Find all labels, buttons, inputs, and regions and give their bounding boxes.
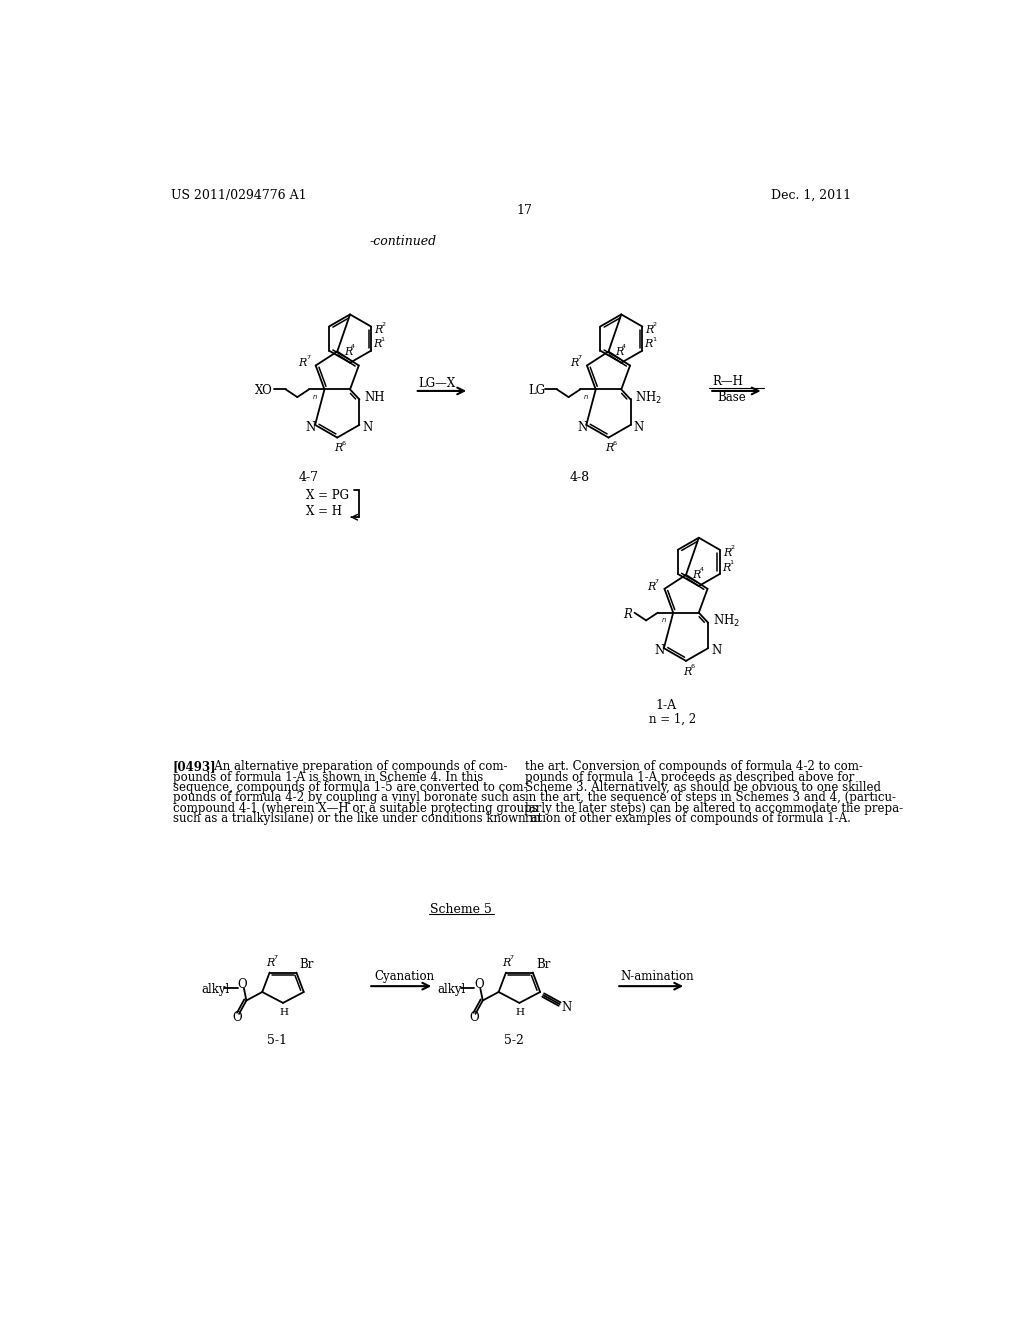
Text: R: R <box>683 667 691 677</box>
Text: R: R <box>344 347 352 356</box>
Text: NH$_2$: NH$_2$ <box>713 614 740 630</box>
Text: compound 4-1 (wherein X—H or a suitable protecting groups: compound 4-1 (wherein X—H or a suitable … <box>173 801 538 814</box>
Text: R: R <box>615 347 624 356</box>
Text: $^2$: $^2$ <box>381 321 387 330</box>
Text: $^7$: $^7$ <box>272 954 279 964</box>
Text: 4-7: 4-7 <box>299 471 318 484</box>
Text: N: N <box>634 421 644 434</box>
Text: such as a trialkylsilane) or the like under conditions known in: such as a trialkylsilane) or the like un… <box>173 812 541 825</box>
Text: Scheme 3. Alternatively, as should be obvious to one skilled: Scheme 3. Alternatively, as should be ob… <box>524 781 881 795</box>
Text: $^4$: $^4$ <box>350 343 355 352</box>
Text: 1-A: 1-A <box>655 698 676 711</box>
Text: O: O <box>469 1011 479 1024</box>
Text: Cyanation: Cyanation <box>375 970 434 983</box>
Text: O: O <box>238 978 248 991</box>
Text: H: H <box>280 1007 288 1016</box>
Text: $_n$: $_n$ <box>660 616 667 624</box>
Text: O: O <box>474 978 483 991</box>
Text: US 2011/0294776 A1: US 2011/0294776 A1 <box>171 189 306 202</box>
Text: $^1$: $^1$ <box>651 337 657 345</box>
Text: alkyl: alkyl <box>437 983 466 997</box>
Text: R: R <box>265 957 274 968</box>
Text: $^4$: $^4$ <box>698 566 705 576</box>
Text: $_n$: $_n$ <box>584 392 589 401</box>
Text: $^1$: $^1$ <box>729 560 734 569</box>
Text: in the art, the sequence of steps in Schemes 3 and 4, (particu-: in the art, the sequence of steps in Sch… <box>524 792 896 804</box>
Text: N: N <box>578 421 588 434</box>
Text: $^6$: $^6$ <box>612 440 618 449</box>
Text: $^6$: $^6$ <box>690 664 695 672</box>
Text: X = PG: X = PG <box>306 490 349 502</box>
Text: R: R <box>722 562 730 573</box>
Text: R: R <box>334 444 342 453</box>
Text: Scheme 5: Scheme 5 <box>430 903 493 916</box>
Text: R: R <box>645 339 653 350</box>
Text: Base: Base <box>717 391 745 404</box>
Text: R: R <box>645 325 653 334</box>
Text: LG: LG <box>528 384 546 397</box>
Text: Dec. 1, 2011: Dec. 1, 2011 <box>771 189 851 202</box>
Text: 5-1: 5-1 <box>267 1034 288 1047</box>
Text: $^2$: $^2$ <box>730 545 735 553</box>
Text: -continued: -continued <box>370 235 436 248</box>
Text: larly the later steps) can be altered to accommodate the prepa-: larly the later steps) can be altered to… <box>524 801 903 814</box>
Text: N: N <box>306 421 316 434</box>
Text: R: R <box>692 570 701 581</box>
Text: pounds of formula 1-A proceeds as described above for: pounds of formula 1-A proceeds as descri… <box>524 771 854 784</box>
Text: An alternative preparation of compounds of com-: An alternative preparation of compounds … <box>203 760 508 774</box>
Text: R: R <box>605 444 613 453</box>
Text: $^7$: $^7$ <box>305 355 311 364</box>
Text: R: R <box>623 607 632 620</box>
Text: N: N <box>561 1002 571 1015</box>
Text: R: R <box>299 358 307 368</box>
Text: the art. Conversion of compounds of formula 4-2 to com-: the art. Conversion of compounds of form… <box>524 760 862 774</box>
Text: Br: Br <box>300 958 314 972</box>
Text: R: R <box>723 548 731 558</box>
Text: alkyl: alkyl <box>201 983 229 997</box>
Text: H: H <box>515 1007 524 1016</box>
Text: $^4$: $^4$ <box>622 343 627 352</box>
Text: $_n$: $_n$ <box>312 392 318 401</box>
Text: $^7$: $^7$ <box>509 954 515 964</box>
Text: R—H: R—H <box>713 375 743 388</box>
Text: XO: XO <box>255 384 272 397</box>
Text: sequence, compounds of formula 1-5 are converted to com-: sequence, compounds of formula 1-5 are c… <box>173 781 527 795</box>
Text: $^7$: $^7$ <box>577 355 583 364</box>
Text: 17: 17 <box>517 205 532 218</box>
Text: $^1$: $^1$ <box>380 337 386 345</box>
Text: $^7$: $^7$ <box>654 578 660 587</box>
Text: R: R <box>374 325 383 334</box>
Text: $^2$: $^2$ <box>652 321 657 330</box>
Text: R: R <box>502 957 510 968</box>
Text: LG—X: LG—X <box>418 376 455 389</box>
Text: N-amination: N-amination <box>621 970 693 983</box>
Text: R: R <box>570 358 579 368</box>
Text: pounds of formula 4-2 by coupling a vinyl boronate such as: pounds of formula 4-2 by coupling a viny… <box>173 792 525 804</box>
Text: $^6$: $^6$ <box>341 440 347 449</box>
Text: O: O <box>232 1011 243 1024</box>
Text: n = 1, 2: n = 1, 2 <box>649 713 696 726</box>
Text: N: N <box>712 644 722 657</box>
Text: Br: Br <box>536 958 550 972</box>
Text: NH: NH <box>365 392 385 404</box>
Text: 4-8: 4-8 <box>569 471 590 484</box>
Text: pounds of formula 1-A is shown in Scheme 4. In this: pounds of formula 1-A is shown in Scheme… <box>173 771 483 784</box>
Text: R: R <box>647 582 655 591</box>
Text: ration of other examples of compounds of formula 1-A.: ration of other examples of compounds of… <box>524 812 851 825</box>
Text: [0493]: [0493] <box>173 760 216 774</box>
Text: R: R <box>374 339 382 350</box>
Text: N: N <box>362 421 373 434</box>
Text: NH$_2$: NH$_2$ <box>635 389 663 407</box>
Text: 5-2: 5-2 <box>504 1034 523 1047</box>
Text: X = H: X = H <box>306 504 342 517</box>
Text: N: N <box>654 644 665 657</box>
